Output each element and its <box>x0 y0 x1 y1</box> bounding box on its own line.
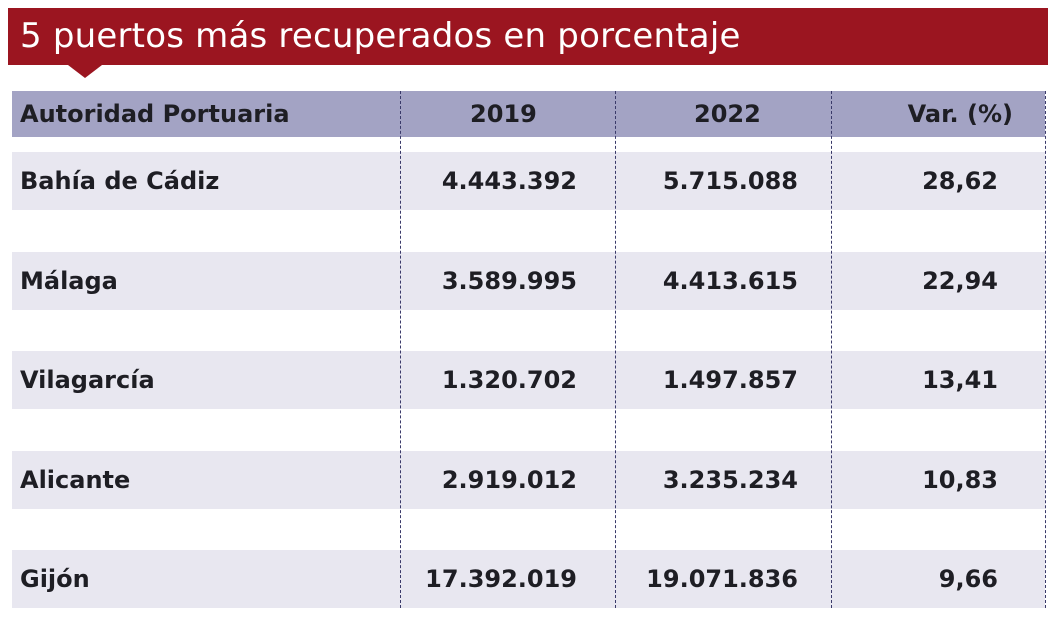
table-row: Gijón 17.392.019 19.071.836 9,66 <box>12 550 1045 608</box>
header-cell: 2022 <box>694 100 761 128</box>
page-title: 5 puertos más recuperados en porcentaje <box>20 16 741 56</box>
value-cell: 4.413.615 <box>662 267 798 295</box>
value-cell: 4.443.392 <box>441 167 577 195</box>
title-pointer <box>68 65 102 78</box>
header-cell: Var. (%) <box>907 100 1013 128</box>
table-header: Autoridad Portuaria 2019 2022 Var. (%) <box>12 91 1045 137</box>
header-cell: Autoridad Portuaria <box>20 100 290 128</box>
value-cell: 13,41 <box>922 366 998 394</box>
header-cell: 2019 <box>470 100 537 128</box>
table-row: Alicante 2.919.012 3.235.234 10,83 <box>12 451 1045 509</box>
port-name-cell: Alicante <box>20 466 131 494</box>
value-cell: 1.497.857 <box>662 366 798 394</box>
value-cell: 19.071.836 <box>646 565 798 593</box>
value-cell: 17.392.019 <box>425 565 577 593</box>
port-name-cell: Vilagarcía <box>20 366 155 394</box>
value-cell: 1.320.702 <box>441 366 577 394</box>
table-row: Vilagarcía 1.320.702 1.497.857 13,41 <box>12 351 1045 409</box>
value-cell: 22,94 <box>922 267 998 295</box>
value-cell: 3.235.234 <box>662 466 798 494</box>
column-divider <box>400 91 401 608</box>
port-name-cell: Gijón <box>20 565 90 593</box>
value-cell: 3.589.995 <box>441 267 577 295</box>
column-divider <box>615 91 616 608</box>
table-row: Bahía de Cádiz 4.443.392 5.715.088 28,62 <box>12 152 1045 210</box>
value-cell: 28,62 <box>922 167 998 195</box>
column-divider <box>1045 91 1046 608</box>
value-cell: 5.715.088 <box>662 167 798 195</box>
value-cell: 2.919.012 <box>441 466 577 494</box>
value-cell: 9,66 <box>938 565 998 593</box>
value-cell: 10,83 <box>922 466 998 494</box>
table-row: Málaga 3.589.995 4.413.615 22,94 <box>12 252 1045 310</box>
title-bar: 5 puertos más recuperados en porcentaje <box>8 8 1048 65</box>
column-divider <box>831 91 832 608</box>
port-name-cell: Málaga <box>20 267 118 295</box>
port-name-cell: Bahía de Cádiz <box>20 167 220 195</box>
